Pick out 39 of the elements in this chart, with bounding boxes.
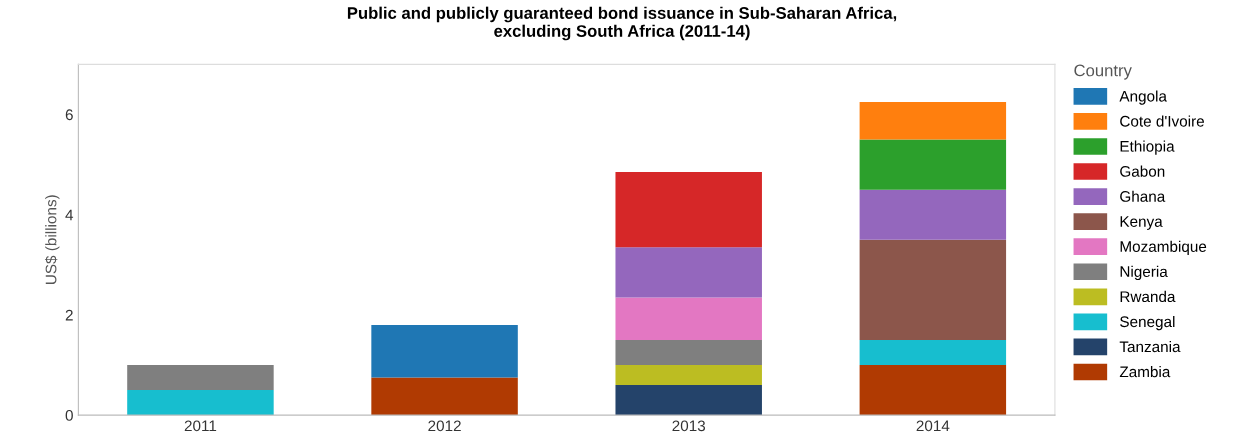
bar — [859, 239, 1007, 340]
bar — [859, 365, 1007, 416]
bar — [615, 172, 762, 248]
legend-label: Gabon — [1120, 165, 1165, 177]
bar — [127, 365, 274, 391]
bar — [859, 101, 1007, 140]
legend-label: Senegal — [1120, 315, 1175, 331]
legend-label: Ghana — [1120, 190, 1166, 202]
bar — [371, 377, 518, 416]
legend-title: Country — [1074, 64, 1132, 80]
x-tick-label: 2012 — [428, 420, 461, 432]
bar — [615, 247, 762, 298]
legend-label: Cote d'Ivoire — [1120, 115, 1204, 127]
bar — [859, 139, 1007, 190]
chart-title: Public and publicly guaranteed bond issuance in Sub-Saharan Africa, excluding South Africa (2011-14) — [347, 6, 897, 41]
bar — [127, 390, 274, 416]
legend-label: Angola — [1119, 90, 1167, 105]
bar — [615, 339, 762, 366]
y-tick-label: 4 — [65, 209, 74, 221]
y-tick-label: 2 — [65, 309, 73, 321]
x-tick-label: 2011 — [184, 420, 217, 432]
bar — [859, 189, 1007, 240]
legend-label: Ethiopia — [1120, 140, 1175, 155]
y-tick-label: 6 — [65, 109, 73, 121]
legend-label: Rwanda — [1120, 290, 1176, 303]
legend-label: Zambia — [1119, 366, 1171, 378]
bar — [615, 297, 762, 340]
legend-label: Mozambique — [1120, 240, 1207, 255]
bar — [615, 365, 762, 386]
legend-label: Kenya — [1120, 216, 1163, 230]
bar — [615, 385, 762, 416]
x-tick-label: 2014 — [916, 420, 950, 432]
bar — [859, 339, 1007, 366]
y-tick-label: 0 — [65, 410, 73, 421]
legend-label: Nigeria — [1120, 265, 1168, 281]
bar — [371, 324, 518, 378]
y-axis-title: US$ (billions) — [44, 195, 60, 284]
x-tick-label: 2013 — [672, 420, 706, 432]
legend-label: Tanzania — [1119, 340, 1181, 353]
